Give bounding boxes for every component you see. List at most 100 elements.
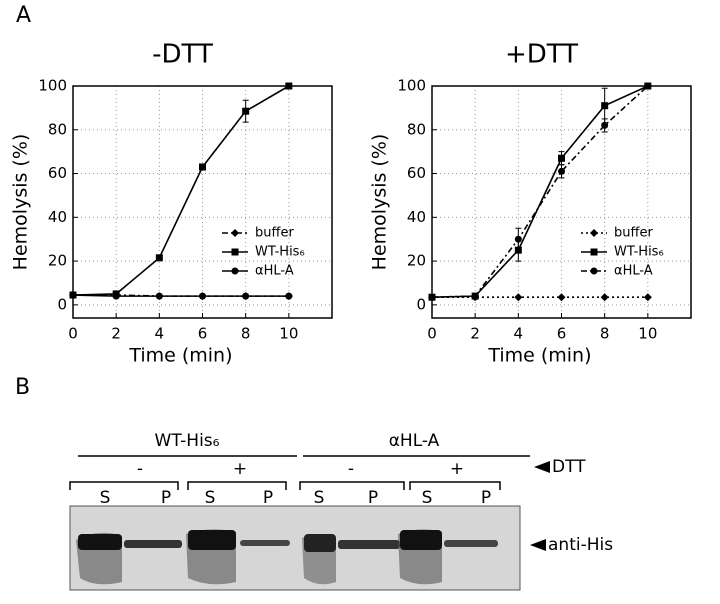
- x-tick-label: 6: [557, 325, 567, 343]
- band: [188, 530, 236, 550]
- band: [124, 540, 182, 548]
- band: [240, 540, 290, 546]
- marker: [199, 292, 206, 300]
- marker: [242, 292, 250, 300]
- plot-frame: [72, 85, 333, 319]
- y-tick-label: 80: [407, 120, 426, 138]
- y-tick-label: 40: [407, 208, 426, 226]
- group-label: WT-His₆: [155, 431, 220, 451]
- x-tick-label: 10: [279, 325, 298, 343]
- y-tick-label: 60: [407, 164, 426, 182]
- marker: [112, 292, 120, 300]
- panel-label: A: [16, 3, 31, 28]
- x-tick-label: 8: [600, 325, 610, 343]
- group-label: αHL-A: [389, 431, 440, 451]
- y-tick-label: 0: [57, 295, 67, 313]
- band: [338, 540, 400, 549]
- marker: [558, 167, 565, 175]
- y-tick-label: 20: [407, 252, 426, 270]
- fraction-label: S: [314, 488, 325, 508]
- fraction-label: S: [100, 488, 111, 508]
- marker: [601, 121, 609, 129]
- y-tick-label: 100: [38, 77, 67, 95]
- fraction-label: S: [205, 488, 216, 508]
- legend-label: buffer: [255, 226, 294, 241]
- treatment-label: +: [233, 459, 247, 479]
- x-tick-label: 0: [427, 325, 437, 343]
- y-tick-label: 40: [48, 208, 67, 226]
- band: [444, 540, 498, 547]
- x-tick-label: 0: [68, 325, 78, 343]
- series-line: [72, 85, 290, 296]
- blot-image: [69, 505, 521, 591]
- plot-frame: [431, 85, 692, 319]
- marker: [242, 107, 250, 115]
- marker: [590, 248, 598, 256]
- y-axis-label: Hemolysis (%): [10, 134, 32, 271]
- blot-labels: [69, 455, 530, 490]
- marker: [155, 254, 163, 262]
- x-tick-label: 2: [111, 325, 121, 343]
- x-tick-label: 4: [514, 325, 524, 343]
- marker: [199, 163, 206, 171]
- bracket: [409, 481, 501, 490]
- marker: [231, 267, 239, 275]
- treatment-label: -: [348, 459, 354, 479]
- series-line: [72, 294, 289, 297]
- marker: [600, 293, 609, 302]
- chart-title: +DTT: [505, 40, 578, 70]
- fraction-label: P: [368, 488, 378, 508]
- x-axis-label: Time (min): [128, 345, 232, 367]
- marker: [471, 292, 479, 300]
- fraction-label: S: [422, 488, 433, 508]
- bracket: [299, 481, 405, 490]
- y-tick-label: 100: [397, 77, 426, 95]
- x-tick-label: 8: [241, 325, 251, 343]
- x-tick-label: 10: [638, 325, 657, 343]
- bracket: [69, 481, 179, 490]
- chart-title: -DTT: [152, 40, 213, 70]
- y-tick-label: 20: [48, 252, 67, 270]
- y-tick-label: 0: [416, 295, 426, 313]
- marker: [69, 291, 77, 299]
- marker: [155, 292, 163, 300]
- marker: [285, 292, 293, 300]
- marker: [643, 293, 652, 302]
- marker: [231, 229, 239, 237]
- marker: [644, 82, 652, 90]
- band: [304, 534, 336, 552]
- panel-label: B: [15, 375, 30, 400]
- band: [78, 534, 122, 550]
- marker: [558, 154, 565, 162]
- arrow: [530, 539, 546, 551]
- marker: [514, 235, 522, 243]
- marker: [601, 102, 609, 110]
- legend-label: αHL-A: [614, 264, 653, 279]
- y-tick-label: 80: [48, 120, 67, 138]
- legend-label: WT-His₆: [614, 245, 664, 260]
- marker: [590, 229, 598, 237]
- treatment-label: -: [137, 459, 143, 479]
- x-tick-label: 6: [198, 325, 208, 343]
- fraction-label: P: [161, 488, 171, 508]
- band: [400, 530, 442, 550]
- y-axis-label: Hemolysis (%): [369, 134, 391, 271]
- legend-label: αHL-A: [255, 264, 294, 279]
- marker: [231, 248, 239, 256]
- marker: [590, 267, 598, 275]
- x-tick-label: 2: [470, 325, 480, 343]
- fraction-label: P: [263, 488, 273, 508]
- x-tick-label: 4: [155, 325, 165, 343]
- marker: [557, 293, 566, 302]
- legend-label: WT-His₆: [255, 245, 305, 260]
- y-tick-label: 60: [48, 164, 67, 182]
- fraction-label: P: [481, 488, 491, 508]
- arrow: [534, 461, 550, 473]
- marker: [514, 293, 523, 302]
- series-line: [431, 85, 649, 299]
- marker: [285, 82, 293, 90]
- row-label: DTT: [552, 457, 586, 477]
- marker: [428, 293, 436, 301]
